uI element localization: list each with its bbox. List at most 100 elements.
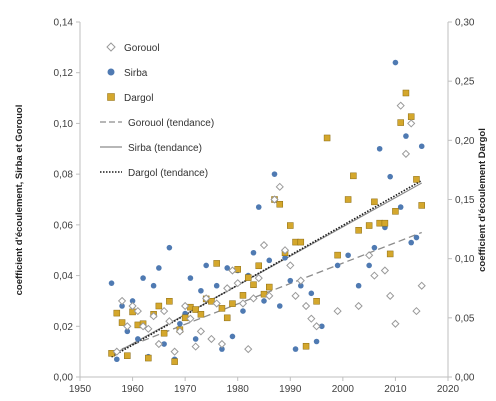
right-y-tick-label: 0,15 — [455, 195, 475, 206]
gorouol-point — [212, 299, 221, 308]
gorouol-point — [312, 322, 321, 331]
gorouol-point — [160, 306, 169, 316]
right-y-tick-label: 0,25 — [455, 77, 475, 88]
dargol-point — [145, 354, 152, 362]
x-tick-labels: 1950 1960 1970 1980 1990 2000 2010 2020 — [69, 377, 460, 395]
gorouol-point — [223, 284, 232, 293]
x-tick-label: 1980 — [227, 384, 250, 395]
gorouol-point — [333, 306, 342, 316]
legend-label-dargol-trend: Dargol (tendance) — [128, 168, 208, 179]
gorouol-point — [249, 294, 258, 303]
sirba-point — [161, 341, 167, 347]
gorouol-point — [275, 182, 284, 191]
dargol-point — [323, 134, 331, 142]
dargol-point — [197, 311, 205, 318]
sirba-point — [177, 320, 183, 327]
legend-label-gorouol: Gorouol — [124, 43, 160, 54]
sirba-point — [408, 239, 415, 246]
sirba-point — [266, 257, 273, 264]
gorouol-point — [280, 246, 290, 255]
left-y-tick-labels: 0,00 0,02 0,04 0,06 0,08 0,10 0,12 0,14 — [54, 18, 80, 384]
x-tick-label: 1970 — [174, 384, 197, 395]
dargol-point — [118, 319, 126, 326]
legend-label-dargol: Dargol — [124, 93, 153, 104]
sirba-point — [240, 308, 246, 314]
legend-label-sirba-trend: Sirba (tendance) — [128, 143, 202, 154]
right-y-tick-label: 0,30 — [455, 18, 475, 29]
gorouol-point — [301, 301, 311, 311]
dargol-point — [407, 113, 415, 120]
dargol-point — [160, 329, 168, 337]
dargol-point — [397, 119, 404, 126]
dargol-point — [287, 222, 294, 229]
dargol-point — [155, 302, 163, 310]
dargol-point — [166, 298, 173, 305]
gorouol-point — [386, 291, 395, 300]
dargol-point — [386, 250, 394, 258]
x-tick-label: 1950 — [69, 384, 92, 395]
dargol-point — [355, 227, 362, 234]
gorouol-point — [380, 266, 390, 275]
sirba-point — [124, 328, 131, 335]
gorouol-point — [254, 274, 263, 283]
gorouol-point — [196, 327, 206, 336]
gorouol-point — [412, 306, 421, 316]
legend-square-marker — [107, 93, 115, 101]
sirba-point — [418, 143, 425, 150]
dargol-point — [255, 262, 262, 270]
left-y-tick-label: 0,10 — [54, 119, 74, 130]
gorouol-point — [202, 294, 211, 303]
sirba-point — [319, 323, 325, 330]
legend-item-dargol: Dargol — [107, 93, 153, 104]
gorouol-point — [144, 324, 153, 333]
dargol-point — [229, 300, 236, 307]
sirba-point — [229, 333, 236, 340]
dargol-point — [334, 251, 341, 259]
left-y-tick-label: 0,02 — [54, 322, 74, 333]
sirba-point — [156, 265, 162, 271]
gorouol-point — [123, 322, 132, 331]
gorouol-point — [186, 314, 195, 323]
dargol-point — [371, 198, 378, 206]
x-tick-label: 2020 — [437, 384, 460, 395]
gorouol-point — [191, 342, 200, 351]
gorouol-point — [154, 339, 163, 349]
gorouol-point — [259, 241, 269, 250]
gorouol-point — [391, 319, 400, 328]
sirba-point — [187, 275, 194, 281]
gorouol-point — [396, 101, 405, 110]
sirba-point — [166, 244, 173, 251]
sirba-point — [108, 280, 115, 286]
dargol-point — [302, 342, 310, 350]
sirba-point — [119, 303, 125, 309]
dargol-point — [244, 274, 252, 281]
sirba-point — [198, 287, 204, 294]
gorouol-point — [401, 149, 411, 158]
legend-label-gorouol-trend: Gorouol (tendance) — [128, 118, 214, 129]
sirba-point — [413, 234, 420, 241]
sirba-point — [387, 173, 393, 180]
sirba-point — [261, 298, 267, 304]
left-y-tick-label: 0,12 — [54, 68, 74, 79]
sirba-point — [298, 282, 304, 289]
gorouol-point — [217, 339, 227, 349]
sirba-point — [129, 298, 136, 304]
sirba-point — [366, 262, 372, 269]
sirba-point — [250, 249, 257, 256]
gorouol-point — [233, 279, 242, 288]
left-y-tick-label: 0,00 — [54, 373, 74, 384]
x-tick-label: 2010 — [384, 384, 407, 395]
sirba-point — [403, 133, 409, 139]
left-y-axis-title: coefficient d'écoulement, Sirba et Gorou… — [14, 105, 25, 296]
gorouol-point — [117, 296, 127, 306]
left-y-tick-label: 0,06 — [54, 220, 74, 231]
gorouol-point — [407, 119, 416, 128]
dargol-point — [266, 283, 273, 291]
left-y-tick-label: 0,14 — [54, 18, 74, 29]
x-tick-label: 2000 — [332, 384, 355, 395]
legend-item-sirba: Sirba — [107, 68, 148, 79]
gorouol-point — [133, 306, 142, 316]
dargol-point — [213, 260, 220, 267]
legend-label-sirba: Sirba — [124, 68, 148, 79]
dargol-point — [392, 208, 399, 215]
